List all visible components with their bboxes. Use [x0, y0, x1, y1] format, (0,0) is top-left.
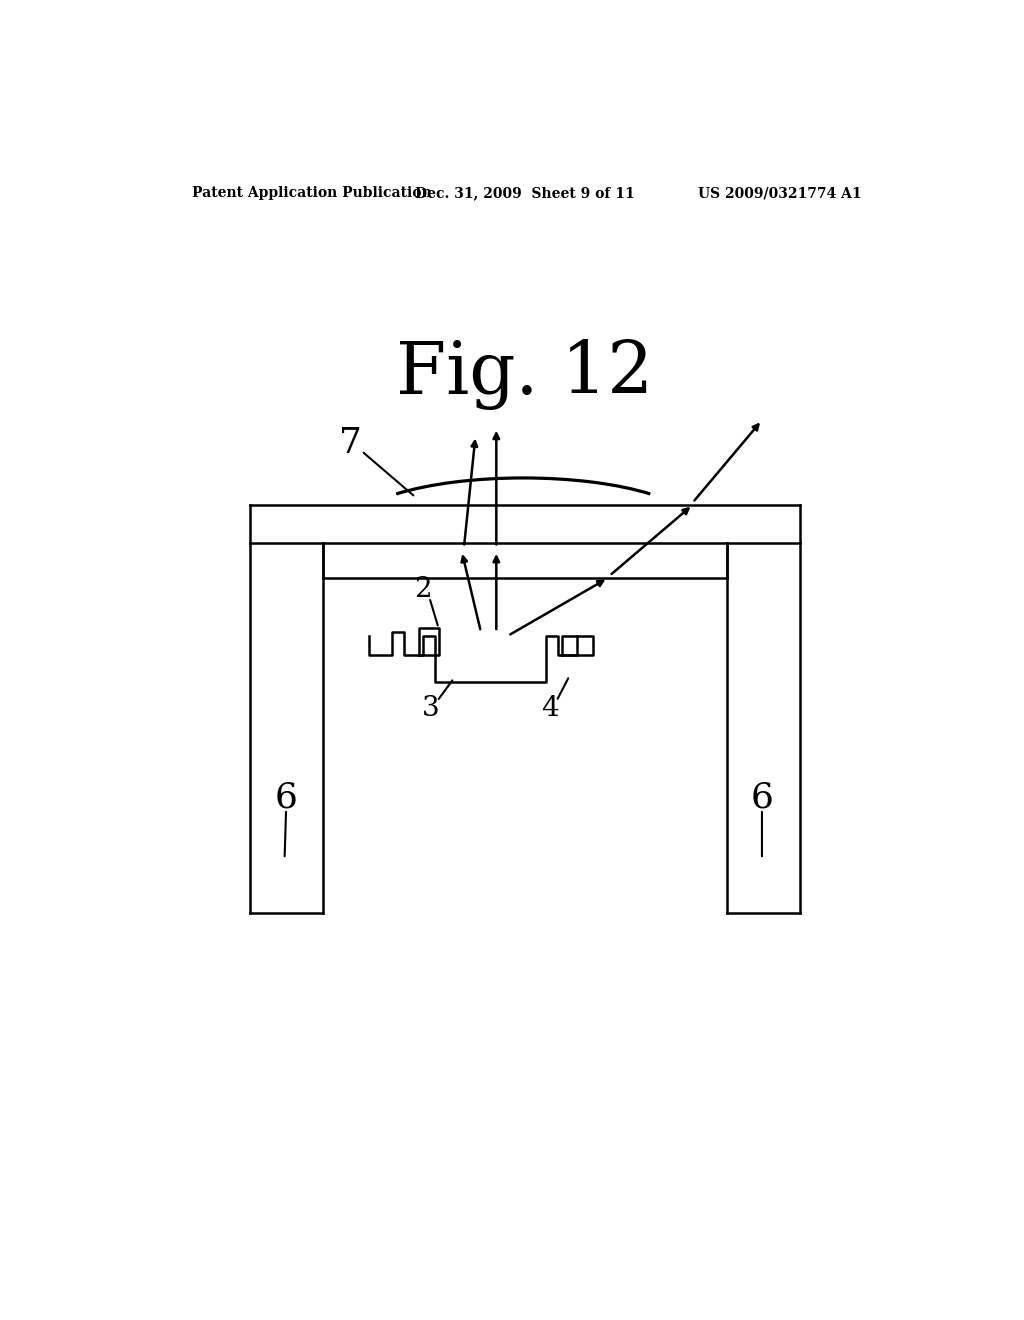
Text: 6: 6 — [274, 780, 298, 814]
Text: 7: 7 — [339, 426, 361, 461]
Text: 6: 6 — [751, 780, 773, 814]
Text: Patent Application Publication: Patent Application Publication — [193, 186, 432, 201]
Text: Fig. 12: Fig. 12 — [396, 338, 653, 409]
Text: 4: 4 — [542, 696, 559, 722]
Text: Dec. 31, 2009  Sheet 9 of 11: Dec. 31, 2009 Sheet 9 of 11 — [415, 186, 635, 201]
Text: US 2009/0321774 A1: US 2009/0321774 A1 — [698, 186, 862, 201]
Text: 3: 3 — [422, 696, 439, 722]
Text: 2: 2 — [415, 576, 432, 603]
